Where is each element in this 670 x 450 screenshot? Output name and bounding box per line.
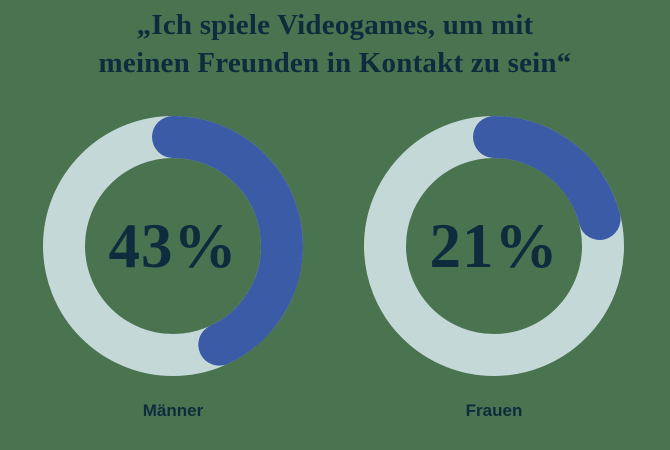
donut-value-women: 21% xyxy=(429,210,559,281)
donut-value-arc xyxy=(364,116,624,376)
donut-chart-women-svg xyxy=(364,116,624,376)
donut-value-arc xyxy=(43,116,303,376)
donut-chart-men: 43% xyxy=(43,116,303,376)
chart-title-line-1: „Ich spiele Videogames, um mit xyxy=(136,9,534,41)
donut-chart-men-svg xyxy=(43,116,303,376)
chart-title-line-2: meinen Freunden in Kontakt zu sein“ xyxy=(98,47,572,79)
donut-label-women: Frauen xyxy=(465,401,523,420)
chart-title: „Ich spiele Videogames, um mit meinen Fr… xyxy=(0,6,670,82)
donut-label-men: Männer xyxy=(142,401,204,420)
donut-value-men: 43% xyxy=(108,210,238,281)
donut-chart-women: 21% xyxy=(364,116,624,376)
